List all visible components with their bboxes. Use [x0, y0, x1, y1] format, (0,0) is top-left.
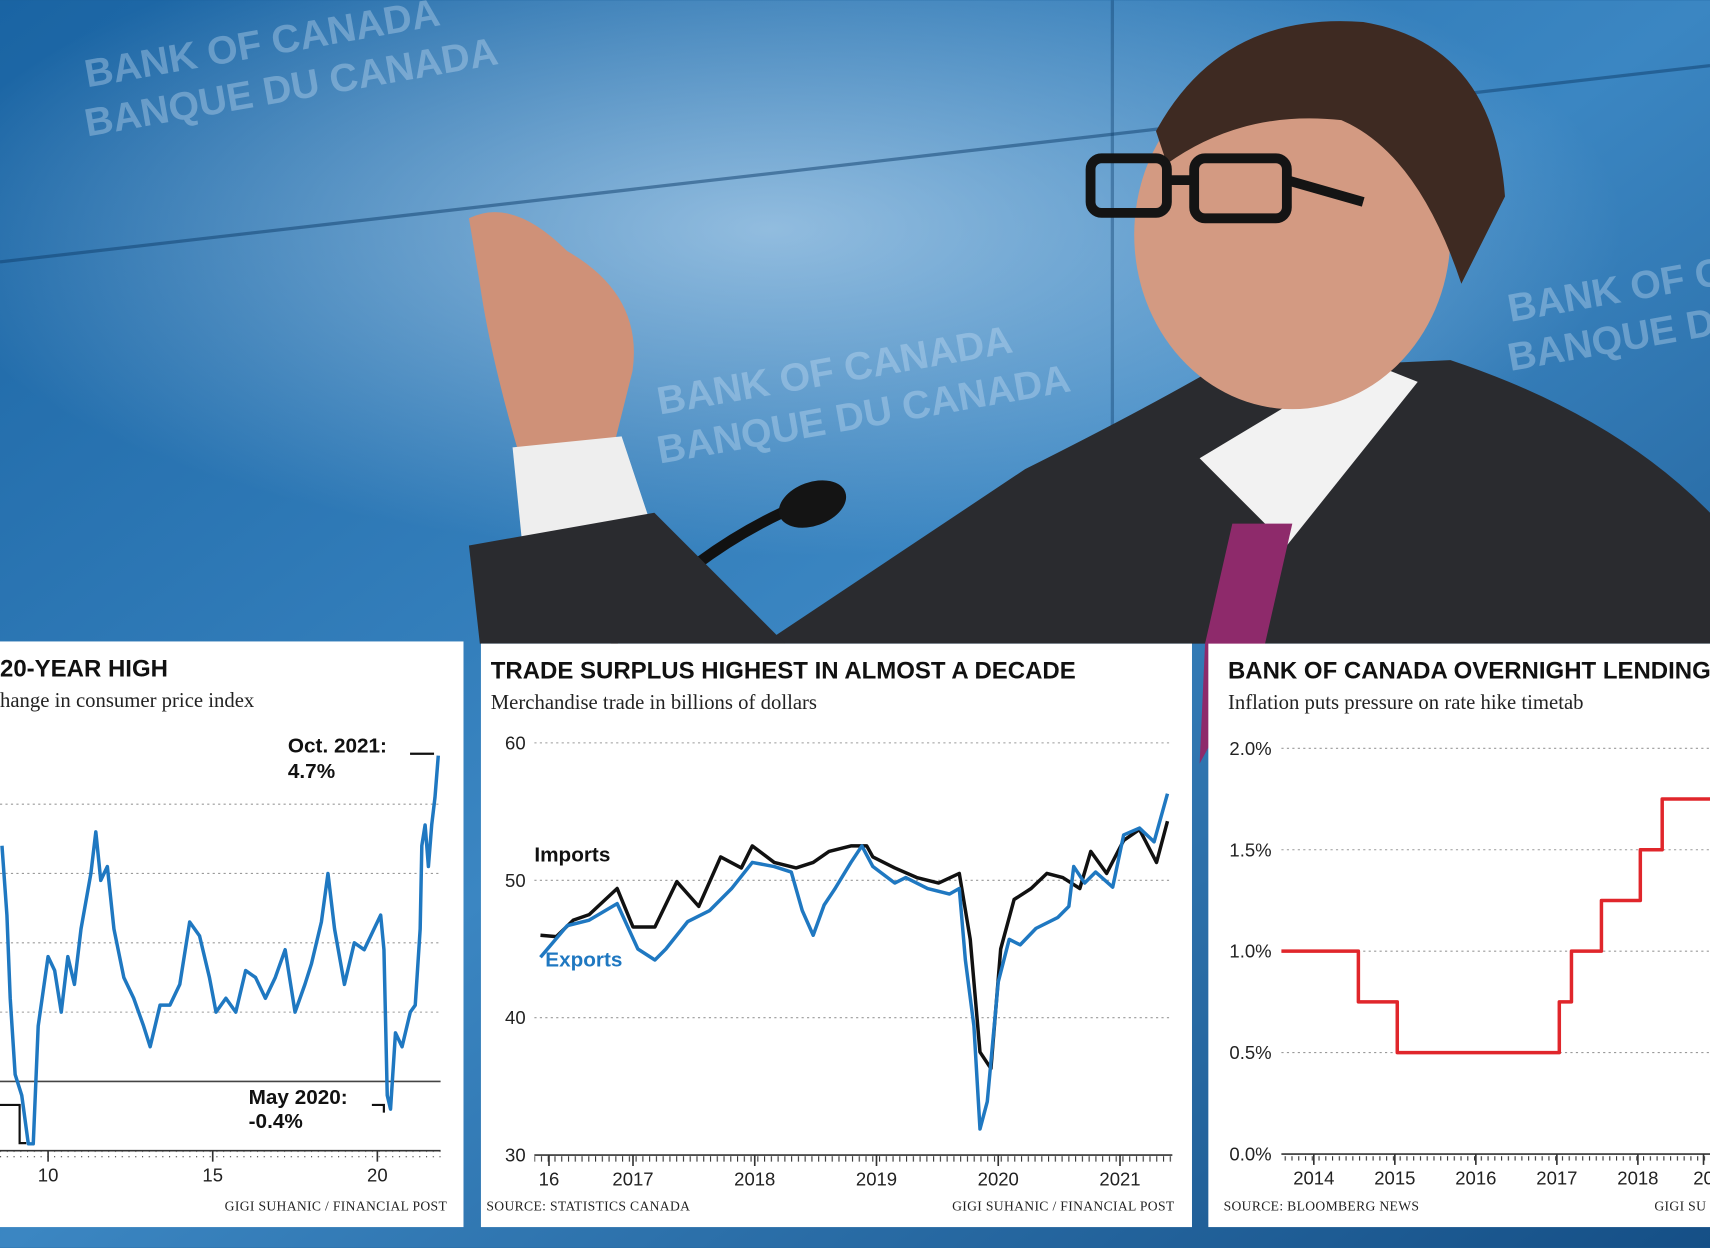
annotation: -0.4%	[249, 1110, 303, 1133]
minor-ticks	[0, 1150, 441, 1158]
x-tick-label: 20	[1693, 1168, 1710, 1189]
x-tick-label: 2018	[1617, 1168, 1658, 1189]
panel-background	[480, 643, 1192, 1228]
y-tick-label: 1.0%	[1229, 941, 1271, 962]
y-tick-label: 1.5%	[1229, 839, 1271, 860]
x-tick-label: 2019	[856, 1169, 897, 1190]
x-tick-label: 15	[202, 1164, 223, 1185]
annotation: Oct. 2021:	[288, 735, 387, 758]
credit-note: GIGI SU	[1654, 1199, 1706, 1214]
chart-subtitle: Inflation puts pressure on rate hike tim…	[1228, 692, 1584, 714]
data-line	[1281, 797, 1710, 1055]
y-tick-label: 0.0%	[1229, 1144, 1271, 1165]
x-tick-label: 16	[539, 1169, 560, 1190]
annotation: 4.7%	[288, 760, 335, 783]
x-tick-label: 2017	[612, 1169, 653, 1190]
annotation-leader	[0, 752, 435, 1145]
data-line	[540, 820, 1170, 1071]
data-line	[539, 793, 1170, 1131]
chart-panel: TRADE SURPLUS HIGHEST IN ALMOST A DECADE…	[480, 643, 1192, 1228]
source-note: SOURCE: STATISTICS CANADA	[486, 1199, 690, 1214]
x-tick-label: 2017	[1536, 1168, 1577, 1189]
y-tick-label: 40	[505, 1007, 526, 1028]
chart-subtitle: Merchandise trade in billions of dollars	[491, 692, 817, 714]
chart-panel: 20-YEAR HIGH hange in consumer price inde…	[0, 641, 464, 1228]
x-tick-label: 2014	[1293, 1168, 1334, 1189]
annotation: May 2020:	[249, 1086, 348, 1109]
x-tick-label: 2021	[1099, 1169, 1140, 1190]
panel-background	[1208, 643, 1710, 1228]
y-tick-label: 50	[505, 870, 526, 891]
minor-ticks	[1281, 1154, 1710, 1161]
panel-background	[0, 641, 464, 1228]
y-tick-label: 2.0%	[1229, 738, 1271, 759]
x-tick-label: 2020	[978, 1169, 1019, 1190]
chart-title: 20-YEAR HIGH	[0, 655, 168, 682]
credit-note: GIGI SUHANIC / FINANCIAL POST	[952, 1199, 1175, 1214]
minor-ticks	[534, 1155, 1173, 1162]
credit-note: GIGI SUHANIC / FINANCIAL POST	[225, 1199, 448, 1214]
data-line	[0, 755, 441, 1146]
chart-title: BANK OF CANADA OVERNIGHT LENDING	[1228, 658, 1710, 685]
x-tick-label: 10	[38, 1164, 59, 1185]
series-label: Exports	[545, 948, 622, 971]
x-tick-label: 2016	[1455, 1168, 1496, 1189]
x-tick-label: 20	[367, 1164, 388, 1185]
x-tick-label: 2015	[1374, 1168, 1415, 1189]
chart-panel: BANK OF CANADA OVERNIGHT LENDING Inflatio…	[1208, 643, 1710, 1228]
series-label: Imports	[534, 844, 610, 867]
y-tick-label: 30	[505, 1145, 526, 1166]
y-tick-label: 60	[505, 732, 526, 753]
source-note: SOURCE: BLOOMBERG NEWS	[1224, 1199, 1420, 1214]
chart-subtitle: hange in consumer price index	[0, 690, 255, 712]
chart-title: TRADE SURPLUS HIGHEST IN ALMOST A DECADE	[491, 658, 1076, 685]
y-tick-label: 0.5%	[1229, 1042, 1271, 1063]
x-tick-label: 2018	[734, 1169, 775, 1190]
